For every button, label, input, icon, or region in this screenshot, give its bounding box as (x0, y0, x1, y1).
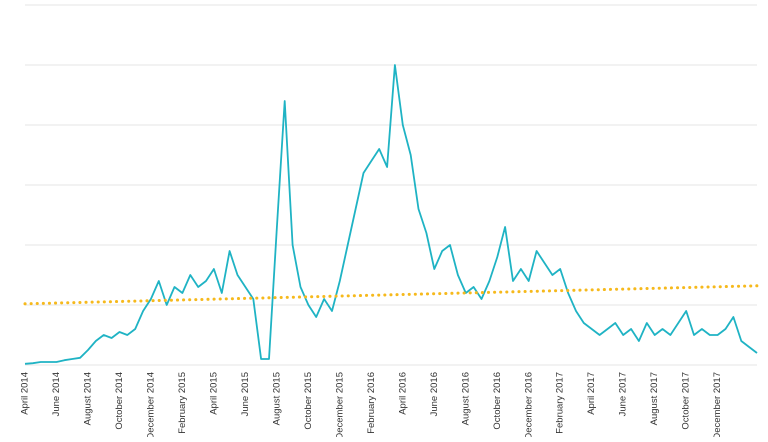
x-tick-label: December 2014 (145, 372, 156, 437)
x-tick-label: October 2014 (114, 372, 125, 430)
x-tick-label: August 2014 (82, 372, 93, 425)
x-tick-label: February 2016 (366, 372, 377, 434)
x-tick-label: June 2014 (51, 372, 62, 416)
x-tick-label: December 2015 (334, 372, 345, 437)
x-tick-label: August 2017 (649, 372, 660, 425)
x-tick-label: December 2017 (712, 372, 723, 437)
x-tick-label: June 2015 (240, 372, 251, 416)
x-tick-label: April 2017 (586, 372, 597, 415)
x-tick-label: October 2016 (492, 372, 503, 430)
x-tick-label: February 2015 (177, 372, 188, 434)
x-tick-label: April 2015 (208, 372, 219, 415)
x-tick-label: April 2014 (20, 372, 31, 415)
x-tick-label: August 2015 (271, 372, 282, 425)
x-tick-label: August 2016 (460, 372, 471, 425)
data-line (24, 64, 758, 365)
x-tick-label: April 2016 (397, 372, 408, 415)
x-tick-label: October 2015 (303, 372, 314, 430)
x-tick-label: December 2016 (523, 372, 534, 437)
x-tick-label: June 2017 (618, 372, 629, 416)
x-tick-label: June 2016 (429, 372, 440, 416)
x-tick-label: October 2017 (681, 372, 692, 430)
x-tick-label: February 2017 (555, 372, 566, 434)
trend-line (23, 284, 759, 306)
